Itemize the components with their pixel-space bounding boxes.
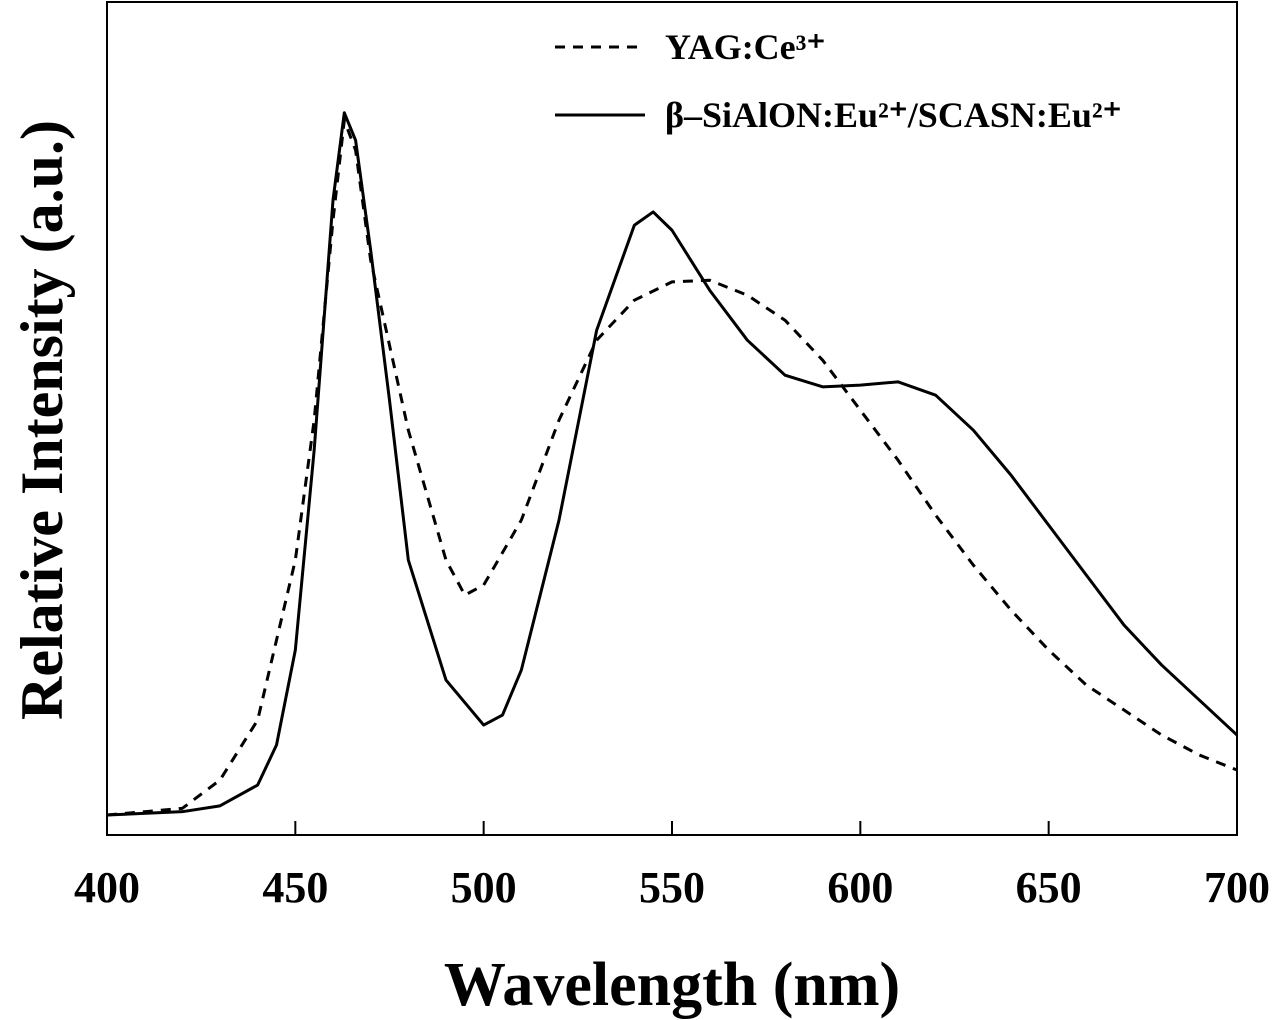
legend-label: YAG:Ce³⁺ [665, 27, 825, 67]
x-tick-label: 500 [451, 863, 517, 912]
x-tick-label: 550 [639, 863, 705, 912]
x-axis-title: Wavelength (nm) [444, 951, 900, 1019]
x-tick-label: 450 [262, 863, 328, 912]
line-series [106, 111, 1239, 817]
line-series [106, 118, 1238, 817]
y-axis-title: Relative Intensity (a.u.) [9, 120, 75, 720]
x-tick-label: 600 [827, 863, 893, 912]
x-tick-label: 400 [74, 863, 140, 912]
x-tick-label: 700 [1204, 863, 1270, 912]
x-tick-label: 650 [1016, 863, 1082, 912]
legend-label: β–SiAlON:Eu²⁺/SCASN:Eu²⁺ [665, 95, 1122, 135]
